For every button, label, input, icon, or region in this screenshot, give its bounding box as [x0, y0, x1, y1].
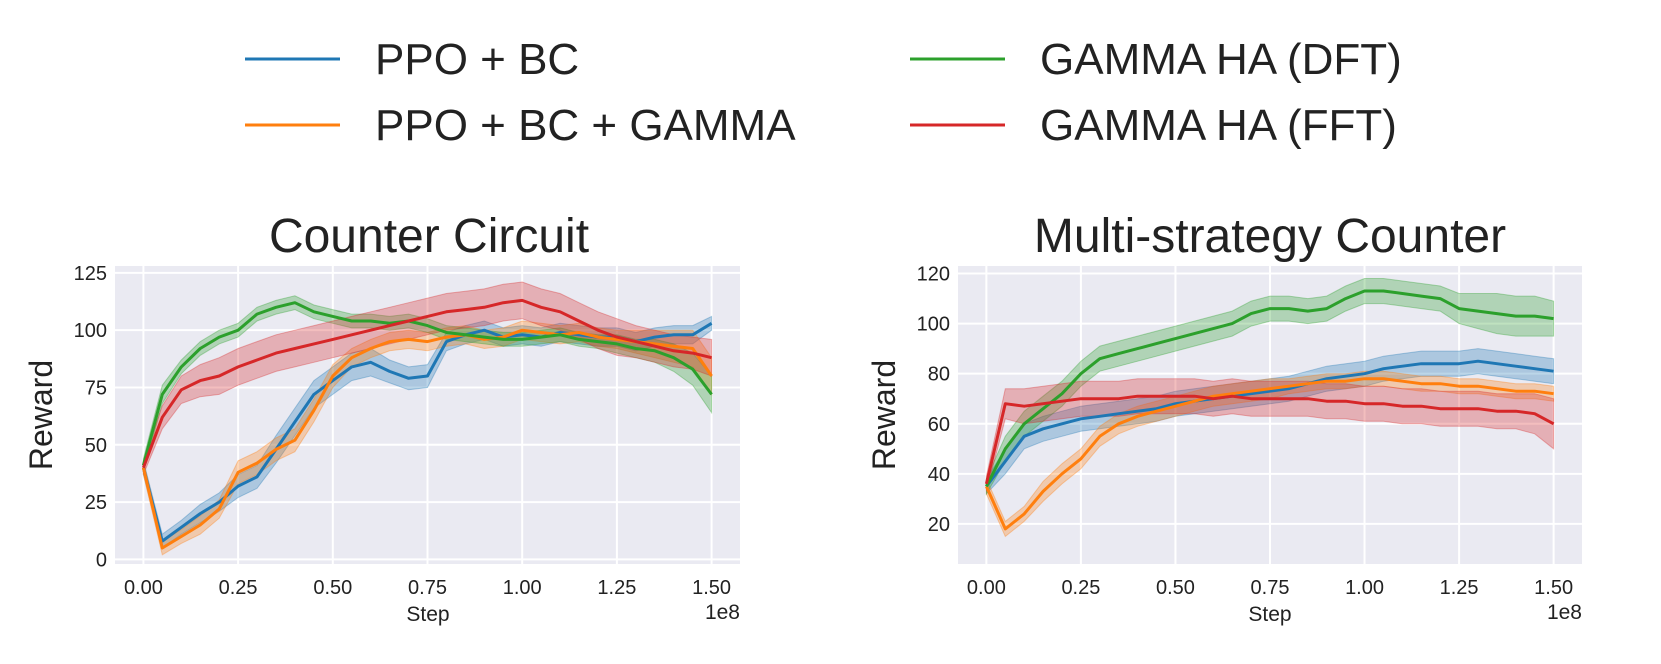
legend: PPO + BC PPO + BC + GAMMA GAMMA HA (DFT)… [245, 35, 1402, 150]
series-lines [141, 298, 713, 550]
chart-multi-strategy-counter: Multi-strategy Counter 0.00 0.25 0.50 0.75 1… [866, 210, 1582, 626]
chart-title: Multi-strategy Counter [1034, 210, 1506, 263]
line-gamma-ha-fft [984, 394, 1555, 485]
y-tick-label: 100 [74, 320, 107, 342]
x-tick-label: 1.25 [1440, 577, 1479, 599]
legend-entry-gamma-ha-fft: GAMMA HA (FFT) [910, 101, 1397, 150]
legend-label-ppo-bc-gamma: PPO + BC + GAMMA [375, 101, 796, 150]
x-scale-label: 1e8 [1547, 601, 1582, 624]
x-tick-labels: 0.00 0.25 0.50 0.75 1.00 1.25 1.50 [124, 577, 731, 599]
x-tick-label: 1.25 [597, 577, 636, 599]
x-tick-label: 1.50 [692, 577, 731, 599]
x-scale-label: 1e8 [705, 601, 740, 624]
series-lines [984, 289, 1555, 531]
y-tick-label: 80 [928, 364, 950, 386]
legend-entry-ppo-bc: PPO + BC [245, 35, 579, 84]
legend-label-ppo-bc: PPO + BC [375, 35, 579, 84]
y-tick-label: 25 [85, 492, 107, 514]
legend-entry-ppo-bc-gamma: PPO + BC + GAMMA [245, 101, 796, 150]
x-tick-label: 0.50 [313, 577, 352, 599]
legend-label-gamma-ha-dft: GAMMA HA (DFT) [1040, 35, 1402, 84]
line-gamma-ha-fft [141, 298, 712, 469]
x-tick-label: 0.00 [124, 577, 163, 599]
x-axis-label: Step [1248, 603, 1291, 626]
x-axis-label: Step [406, 603, 449, 626]
line-ppo-bc-gamma [141, 328, 713, 550]
y-tick-label: 120 [917, 264, 950, 286]
line-ppo-bc [985, 359, 1554, 488]
line-gamma-ha-dft [141, 301, 713, 466]
x-tick-labels: 0.00 0.25 0.50 0.75 1.00 1.25 1.50 [967, 577, 1573, 599]
line-ppo-bc-gamma [985, 377, 1554, 531]
chart-title: Counter Circuit [269, 210, 589, 263]
y-tick-label: 75 [85, 377, 107, 399]
x-tick-label: 0.75 [408, 577, 447, 599]
y-tick-label: 40 [928, 464, 950, 486]
band-gamma-ha-dft [142, 295, 713, 473]
y-tick-labels: 0 25 50 75 100 125 [74, 263, 107, 572]
y-tick-label: 125 [74, 263, 107, 285]
x-tick-label: 0.25 [1061, 577, 1100, 599]
legend-entry-gamma-ha-dft: GAMMA HA (DFT) [910, 35, 1402, 84]
band-gamma-ha-dft [985, 278, 1555, 496]
x-tick-label: 1.00 [503, 577, 542, 599]
x-tick-label: 1.50 [1534, 577, 1573, 599]
y-axis-label: Reward [23, 360, 59, 470]
legend-label-gamma-ha-fft: GAMMA HA (FFT) [1040, 101, 1397, 150]
y-tick-label: 60 [928, 414, 950, 436]
x-tick-label: 0.25 [219, 577, 258, 599]
line-gamma-ha-dft [985, 289, 1554, 488]
y-tick-label: 0 [96, 549, 107, 571]
y-tick-label: 50 [85, 435, 107, 457]
chart-counter-circuit: Counter Circuit 0.00 0.25 0.50 0.75 1.00 1.25… [23, 210, 740, 626]
y-axis-label: Reward [866, 360, 902, 470]
y-tick-label: 20 [928, 514, 950, 536]
x-tick-label: 0.50 [1156, 577, 1195, 599]
x-tick-label: 0.00 [967, 577, 1006, 599]
x-tick-label: 0.75 [1251, 577, 1290, 599]
x-tick-label: 1.00 [1345, 577, 1384, 599]
y-tick-labels: 20 40 60 80 100 120 [917, 264, 950, 536]
y-tick-label: 100 [917, 314, 950, 336]
band-ppo-bc [142, 315, 713, 549]
